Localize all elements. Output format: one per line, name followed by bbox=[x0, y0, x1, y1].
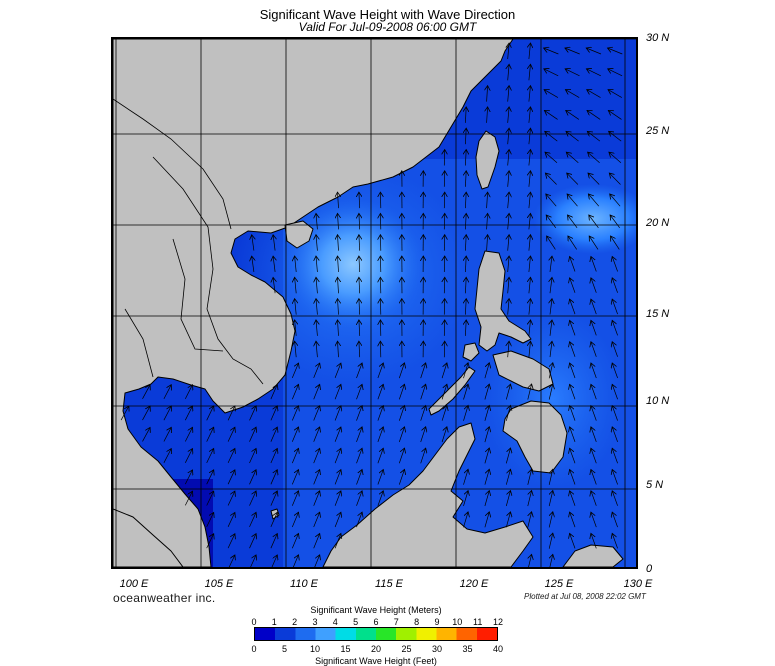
colorbar-meters-title: Significant Wave Height (Meters) bbox=[254, 605, 498, 615]
lat-label-25n: 25 N bbox=[646, 125, 669, 137]
colorbar-meter-tick: 5 bbox=[353, 617, 358, 627]
colorbar-meter-tick: 9 bbox=[434, 617, 439, 627]
lon-label-100e: 100 E bbox=[114, 578, 154, 590]
lon-label-120e: 120 E bbox=[454, 578, 494, 590]
wave-map bbox=[111, 37, 638, 569]
lon-label-130e: 130 E bbox=[618, 578, 658, 590]
colorbar-feet-ticks: 0 5 10 15 20 25 30 35 40 bbox=[254, 644, 498, 655]
colorbar-feet-tick: 35 bbox=[462, 644, 472, 654]
colorbar-feet-tick: 20 bbox=[371, 644, 381, 654]
lat-label-30n: 30 N bbox=[646, 32, 669, 44]
lat-label-20n: 20 N bbox=[646, 217, 669, 229]
colorbar-meter-tick: 1 bbox=[272, 617, 277, 627]
colorbar-feet-tick: 10 bbox=[310, 644, 320, 654]
colorbar bbox=[254, 627, 498, 641]
lon-label-125e: 125 E bbox=[539, 578, 579, 590]
lat-label-10n: 10 N bbox=[646, 395, 669, 407]
lat-label-5n: 5 N bbox=[646, 479, 663, 491]
colorbar-feet-tick: 5 bbox=[282, 644, 287, 654]
colorbar-meter-tick: 10 bbox=[452, 617, 462, 627]
lon-label-115e: 115 E bbox=[369, 578, 409, 590]
colorbar-feet-tick: 30 bbox=[432, 644, 442, 654]
plotted-timestamp: Plotted at Jul 08, 2008 22:02 GMT bbox=[524, 592, 646, 601]
lon-label-110e: 110 E bbox=[284, 578, 324, 590]
colorbar-meter-tick: 7 bbox=[394, 617, 399, 627]
colorbar-meter-tick: 2 bbox=[292, 617, 297, 627]
colorbar-meter-tick: 4 bbox=[333, 617, 338, 627]
brand-oceanweather: oceanweather inc. bbox=[113, 591, 216, 605]
wave-map-svg bbox=[113, 39, 636, 567]
colorbar-feet-tick: 25 bbox=[401, 644, 411, 654]
lat-label-0: 0 bbox=[646, 563, 652, 575]
colorbar-meter-tick: 3 bbox=[312, 617, 317, 627]
colorbar-feet-tick: 40 bbox=[493, 644, 503, 654]
colorbar-feet-tick: 0 bbox=[251, 644, 256, 654]
colorbar-meter-tick: 8 bbox=[414, 617, 419, 627]
colorbar-meter-tick: 0 bbox=[251, 617, 256, 627]
lon-label-105e: 105 E bbox=[199, 578, 239, 590]
colorbar-meter-tick: 12 bbox=[493, 617, 503, 627]
lat-label-15n: 15 N bbox=[646, 308, 669, 320]
colorbar-meter-tick: 6 bbox=[373, 617, 378, 627]
colorbar-feet-tick: 15 bbox=[340, 644, 350, 654]
colorbar-meter-tick: 11 bbox=[473, 617, 482, 627]
